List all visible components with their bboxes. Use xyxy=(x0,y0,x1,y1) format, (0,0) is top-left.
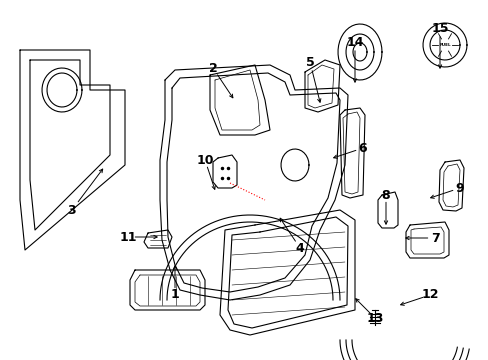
Text: 5: 5 xyxy=(305,55,314,68)
Text: 6: 6 xyxy=(358,141,366,154)
Text: 15: 15 xyxy=(430,22,448,35)
Text: 7: 7 xyxy=(430,231,439,244)
Text: 14: 14 xyxy=(346,36,363,49)
Text: 11: 11 xyxy=(119,230,137,243)
Text: 12: 12 xyxy=(420,288,438,302)
Text: 13: 13 xyxy=(366,311,383,324)
Text: FUEL: FUEL xyxy=(438,43,450,47)
Text: 1: 1 xyxy=(170,288,179,302)
Text: 2: 2 xyxy=(208,62,217,75)
Text: 9: 9 xyxy=(455,181,464,194)
Text: 10: 10 xyxy=(196,153,213,166)
Text: 8: 8 xyxy=(381,189,389,202)
Text: 4: 4 xyxy=(295,242,304,255)
Text: 3: 3 xyxy=(67,203,76,216)
